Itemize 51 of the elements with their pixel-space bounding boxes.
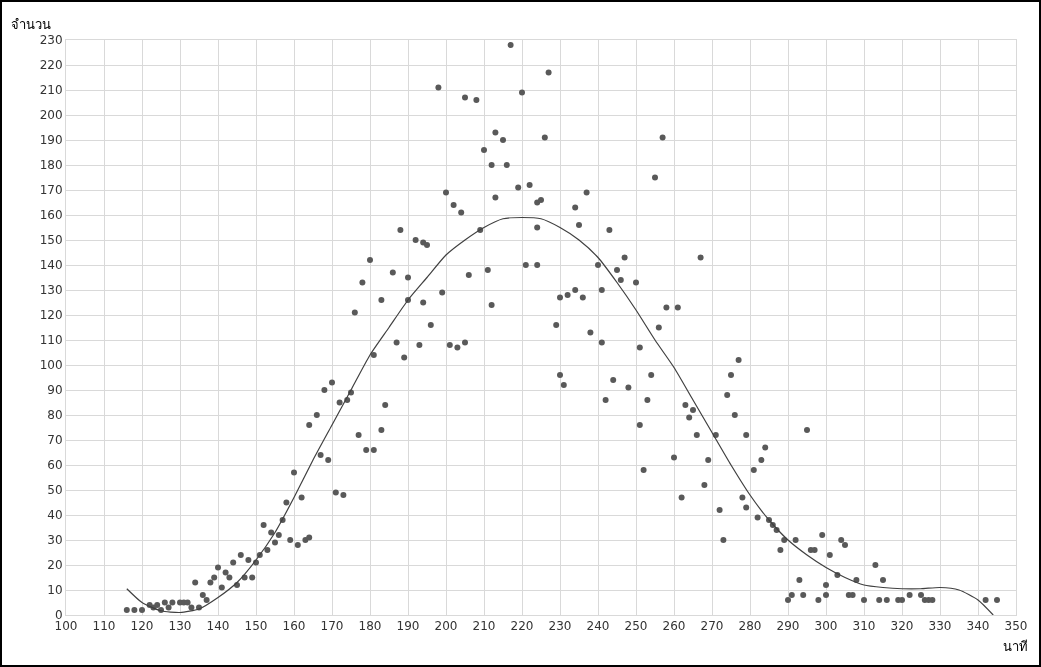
x-tick-label: 190 xyxy=(396,619,420,634)
y-tick-label: 70 xyxy=(47,433,63,448)
x-tick-label: 110 xyxy=(92,619,116,634)
x-tick-label: 170 xyxy=(320,619,344,634)
y-tick-label: 60 xyxy=(47,458,63,473)
y-tick-label: 30 xyxy=(47,533,63,548)
y-tick-label: 160 xyxy=(39,208,63,223)
y-tick-label: 170 xyxy=(39,183,63,198)
y-tick-label: 40 xyxy=(47,508,63,523)
x-tick-label: 330 xyxy=(928,619,952,634)
y-tick-label: 230 xyxy=(39,33,63,48)
y-tick-label: 80 xyxy=(47,408,63,423)
x-tick-label: 200 xyxy=(434,619,458,634)
x-tick-label: 320 xyxy=(890,619,914,634)
x-tick-label: 340 xyxy=(966,619,990,634)
x-tick-label: 280 xyxy=(738,619,762,634)
y-tick-label: 10 xyxy=(47,583,63,598)
y-tick-label: 110 xyxy=(39,333,63,348)
x-tick-label: 260 xyxy=(662,619,686,634)
x-tick-label: 180 xyxy=(358,619,382,634)
y-tick-label: 200 xyxy=(39,108,63,123)
x-tick-label: 140 xyxy=(206,619,230,634)
x-tick-label: 220 xyxy=(510,619,534,634)
x-tick-label: 250 xyxy=(624,619,648,634)
x-tick-label: 240 xyxy=(586,619,610,634)
x-tick-label: 350 xyxy=(1004,619,1028,634)
y-tick-label: 20 xyxy=(47,558,63,573)
y-tick-label: 90 xyxy=(47,383,63,398)
y-tick-label: 190 xyxy=(39,133,63,148)
y-tick-label: 150 xyxy=(39,233,63,248)
y-tick-label: 210 xyxy=(39,83,63,98)
y-tick-label: 180 xyxy=(39,158,63,173)
y-tick-label: 130 xyxy=(39,283,63,298)
y-tick-label: 120 xyxy=(39,308,63,323)
x-tick-label: 230 xyxy=(548,619,572,634)
x-tick-label: 300 xyxy=(814,619,838,634)
y-axis-title: จำนวน xyxy=(11,17,51,32)
x-tick-label: 130 xyxy=(168,619,192,634)
y-tick-label: 50 xyxy=(47,483,63,498)
y-tick-label: 100 xyxy=(39,358,63,373)
x-tick-label: 210 xyxy=(472,619,496,634)
y-tick-label: 220 xyxy=(39,58,63,73)
x-tick-label: 160 xyxy=(282,619,306,634)
x-axis-title: นาที xyxy=(1003,639,1028,654)
y-tick-label: 140 xyxy=(39,258,63,273)
x-tick-label: 290 xyxy=(776,619,800,634)
x-tick-label: 270 xyxy=(700,619,724,634)
line-series xyxy=(126,216,994,615)
x-tick-label: 120 xyxy=(130,619,154,634)
x-tick-label: 150 xyxy=(244,619,268,634)
x-tick-label: 310 xyxy=(852,619,876,634)
